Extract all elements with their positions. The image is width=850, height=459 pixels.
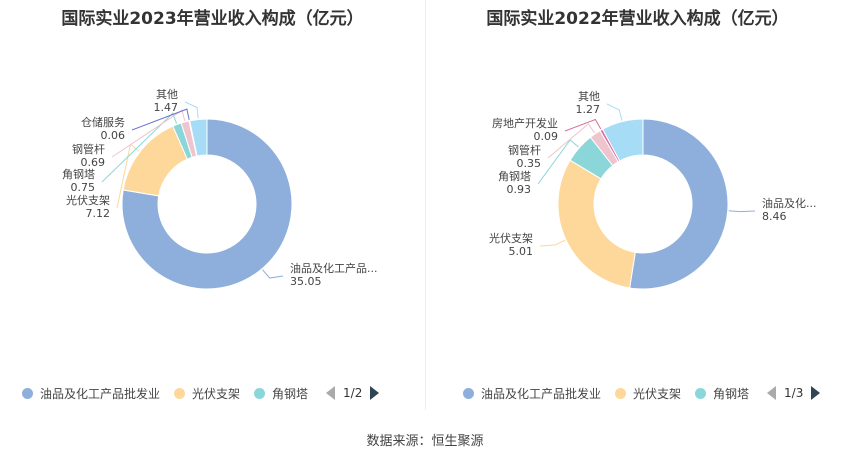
chart-panel-2023: 国际实业2023年营业收入构成（亿元） 油品及化工产品... 35.05 光伏支架 7…	[0, 0, 425, 410]
legend-page-indicator: 1/3	[784, 386, 804, 400]
label-leader-line	[184, 101, 199, 119]
legend: 油品及化工产品批发业 光伏支架 角钢塔 1/3	[463, 384, 821, 402]
label-leader-line	[111, 109, 186, 158]
legend-item-angle-steel-tower[interactable]: 角钢塔	[695, 385, 749, 402]
chart-title: 国际实业2023年营业收入构成（亿元）	[61, 9, 364, 29]
label-leader-line	[564, 118, 602, 132]
slice-label-name: 光伏支架	[66, 193, 110, 207]
slice-group: 其他1.47	[154, 88, 208, 157]
label-leader-line	[606, 103, 623, 121]
donut-chart-2023: 油品及化工产品...35.05光伏支架7.12角钢塔0.75钢管杆0.69仓储服…	[62, 88, 378, 290]
slice-label-value: 7.12	[86, 207, 111, 220]
donut-slice[interactable]	[629, 118, 729, 290]
next-page-icon[interactable]	[811, 386, 821, 400]
legend-item-solar-bracket[interactable]: 光伏支架	[615, 385, 681, 402]
label-leader-line	[547, 123, 595, 159]
chart-panel-2022: 国际实业2022年营业收入构成（亿元） 油品及化... 8.46 光伏支架 5.01 角…	[425, 0, 850, 410]
donut-slice[interactable]	[189, 118, 208, 157]
label-leader-line	[728, 210, 756, 213]
label-leader-line	[539, 239, 566, 247]
slice-label-value: 8.46	[762, 210, 787, 223]
slice-label-name: 角钢塔	[62, 168, 95, 181]
donut-slice[interactable]	[557, 159, 636, 289]
legend-swatch	[615, 387, 627, 399]
legend-swatch	[174, 387, 186, 399]
legend-swatch	[22, 387, 33, 399]
slice-label-name: 钢管杆	[72, 142, 105, 156]
slice-label-value: 0.69	[81, 156, 106, 169]
label-leader-line	[262, 269, 284, 279]
legend-pager: 1/2	[326, 386, 380, 400]
slice-label-name: 其他	[156, 88, 178, 101]
slice-label-name: 其他	[578, 90, 600, 103]
slice-label-name: 钢管杆	[508, 143, 541, 157]
legend-label: 角钢塔	[713, 386, 750, 401]
legend-label: 角钢塔	[272, 386, 309, 401]
slice-label-name: 光伏支架	[489, 231, 533, 245]
label-leader-line	[537, 139, 579, 185]
label-leader-line	[101, 112, 178, 183]
slice-label-value: 35.05	[290, 275, 322, 288]
legend-swatch	[463, 387, 474, 399]
slice-label-name: 房地产开发业	[492, 116, 558, 130]
legend-pager: 1/3	[767, 386, 821, 400]
slice-label-value: 0.93	[507, 183, 532, 196]
next-page-icon[interactable]	[370, 386, 380, 400]
slice-label-name: 角钢塔	[498, 170, 531, 183]
legend-item-oil[interactable]: 油品及化工产品批发业	[463, 385, 601, 402]
slice-label-value: 1.27	[576, 103, 601, 116]
slice-group: 油品及化工产品...35.05	[121, 118, 378, 290]
legend-label: 光伏支架	[633, 386, 682, 401]
slice-label-name: 油品及化工产品...	[290, 261, 378, 275]
donut-slice[interactable]	[601, 118, 644, 162]
slice-group: 油品及化...8.46	[629, 118, 817, 290]
legend-page-indicator: 1/2	[343, 386, 363, 400]
prev-page-icon[interactable]	[767, 386, 777, 400]
legend-label: 油品及化工产品批发业	[481, 386, 602, 401]
slice-label-name: 仓储服务	[81, 115, 125, 129]
legend-item-oil[interactable]: 油品及化工产品批发业	[22, 385, 160, 402]
label-leader-line	[131, 108, 190, 131]
slice-label-name: 油品及化...	[762, 196, 817, 210]
data-source-note: 数据来源：恒生聚源	[366, 434, 484, 449]
donut-slice[interactable]	[121, 118, 293, 290]
slice-label-value: 5.01	[509, 245, 534, 258]
legend-label: 光伏支架	[192, 386, 241, 401]
legend-swatch	[254, 387, 266, 399]
slice-group: 其他1.27	[576, 90, 644, 162]
legend: 油品及化工产品批发业 光伏支架 角钢塔 1/2	[22, 384, 380, 402]
legend-label: 油品及化工产品批发业	[40, 386, 161, 401]
prev-page-icon[interactable]	[326, 386, 336, 400]
donut-chart-2022: 油品及化...8.46光伏支架5.01角钢塔0.93钢管杆0.35房地产开发业0…	[489, 90, 817, 290]
panel-divider	[425, 0, 426, 410]
chart-title: 国际实业2022年营业收入构成（亿元）	[486, 9, 789, 29]
slice-label-value: 0.06	[101, 129, 126, 142]
legend-item-solar-bracket[interactable]: 光伏支架	[174, 385, 240, 402]
slice-label-value: 0.35	[517, 157, 542, 170]
slice-label-value: 0.09	[534, 130, 559, 143]
legend-swatch	[695, 387, 707, 399]
legend-item-angle-steel-tower[interactable]: 角钢塔	[254, 385, 308, 402]
slice-label-value: 1.47	[154, 101, 179, 114]
slice-label-value: 0.75	[71, 181, 96, 194]
